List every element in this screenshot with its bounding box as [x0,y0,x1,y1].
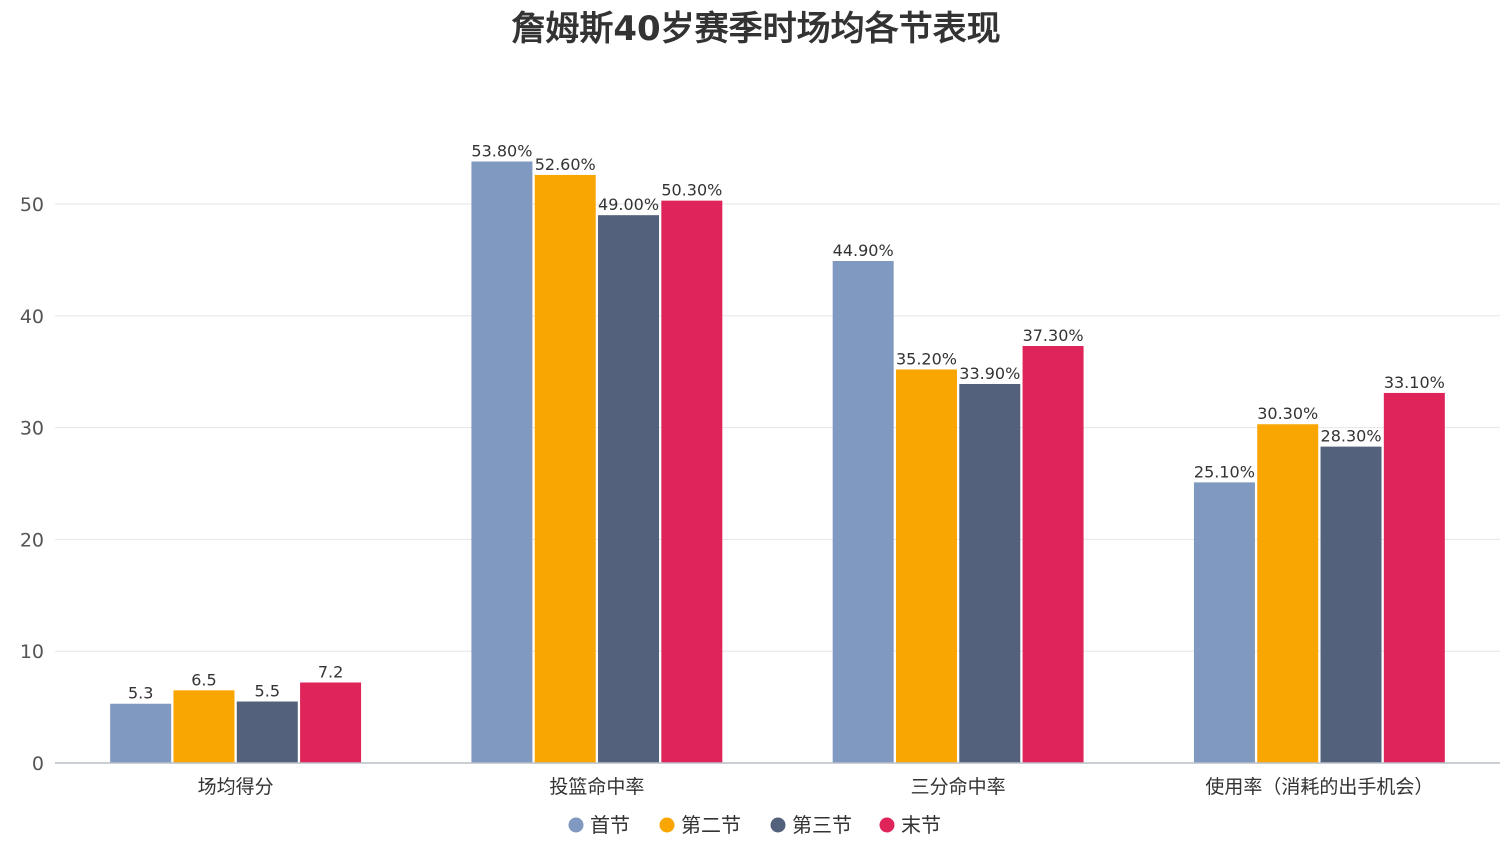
bar-2-3 [1022,345,1084,763]
legend-marker [659,817,675,833]
data-label: 33.10% [1384,373,1445,392]
bar-3-0 [1193,482,1255,763]
y-tick-label: 50 [20,194,44,216]
bar-0-2 [236,701,298,763]
data-label: 6.5 [191,670,216,689]
data-label: 53.80% [471,142,532,161]
data-label: 25.10% [1194,462,1255,481]
bar-2-2 [959,383,1021,763]
data-label: 5.3 [128,684,153,703]
x-axis-ticks: 场均得分 投篮命中率 三分命中率 使用率（消耗的出手机会） [198,776,1434,798]
data-label: 28.30% [1321,427,1382,446]
legend-item-2[interactable]: 第三节 [770,813,853,837]
bar-0-0 [110,703,172,763]
bar-3-2 [1320,446,1382,763]
legend-label: 首节 [590,813,630,837]
legend-marker [568,817,584,833]
bar-2-1 [895,369,957,763]
legend: 首节 第二节 第三节 末节 [568,813,942,837]
data-label: 50.30% [661,181,722,200]
bar-0-1 [173,690,235,763]
data-label: 30.30% [1257,404,1318,423]
legend-label: 末节 [901,813,941,837]
legend-label: 第三节 [792,813,852,837]
y-tick-label: 20 [20,529,44,551]
y-tick-label: 40 [20,306,44,328]
data-labels: 5.3 6.5 5.5 7.2 53.80%52.60% 49.00%50.30% 44.9… [128,142,1445,703]
legend-item-0[interactable]: 首节 [568,813,631,837]
data-label: 33.90% [959,364,1020,383]
legend-marker [879,817,895,833]
chart-title: 詹姆斯40岁赛季时场均各节表现 [511,9,1000,49]
x-tick-label: 三分命中率 [911,776,1006,798]
x-tick-label: 场均得分 [198,776,274,798]
data-label: 35.20% [896,349,957,368]
data-label: 52.60% [535,155,596,174]
x-tick-label: 投篮命中率 [549,776,644,798]
bar-1-2 [598,215,660,763]
legend-label: 第二节 [681,813,741,837]
bar-1-0 [471,161,533,764]
legend-item-3[interactable]: 末节 [879,813,942,837]
data-label: 37.30% [1023,326,1084,345]
legend-marker [770,817,786,833]
bar-3-3 [1383,392,1445,763]
y-tick-label: 30 [20,418,44,440]
y-tick-label: 10 [20,641,44,663]
data-label: 44.90% [833,241,894,260]
bar-0-3 [300,682,362,763]
bar-1-1 [534,174,596,763]
x-tick-label: 使用率（消耗的出手机会） [1205,776,1433,798]
bars [110,161,1445,764]
data-label: 5.5 [255,682,280,701]
legend-item-1[interactable]: 第二节 [659,813,742,837]
data-label: 49.00% [598,195,659,214]
bar-2-0 [832,261,894,763]
data-label: 7.2 [318,663,343,682]
bar-3-1 [1257,424,1319,763]
y-tick-label: 0 [32,753,44,775]
y-axis-ticks: 0 10 20 30 40 50 [20,194,44,775]
bar-1-3 [661,200,723,763]
